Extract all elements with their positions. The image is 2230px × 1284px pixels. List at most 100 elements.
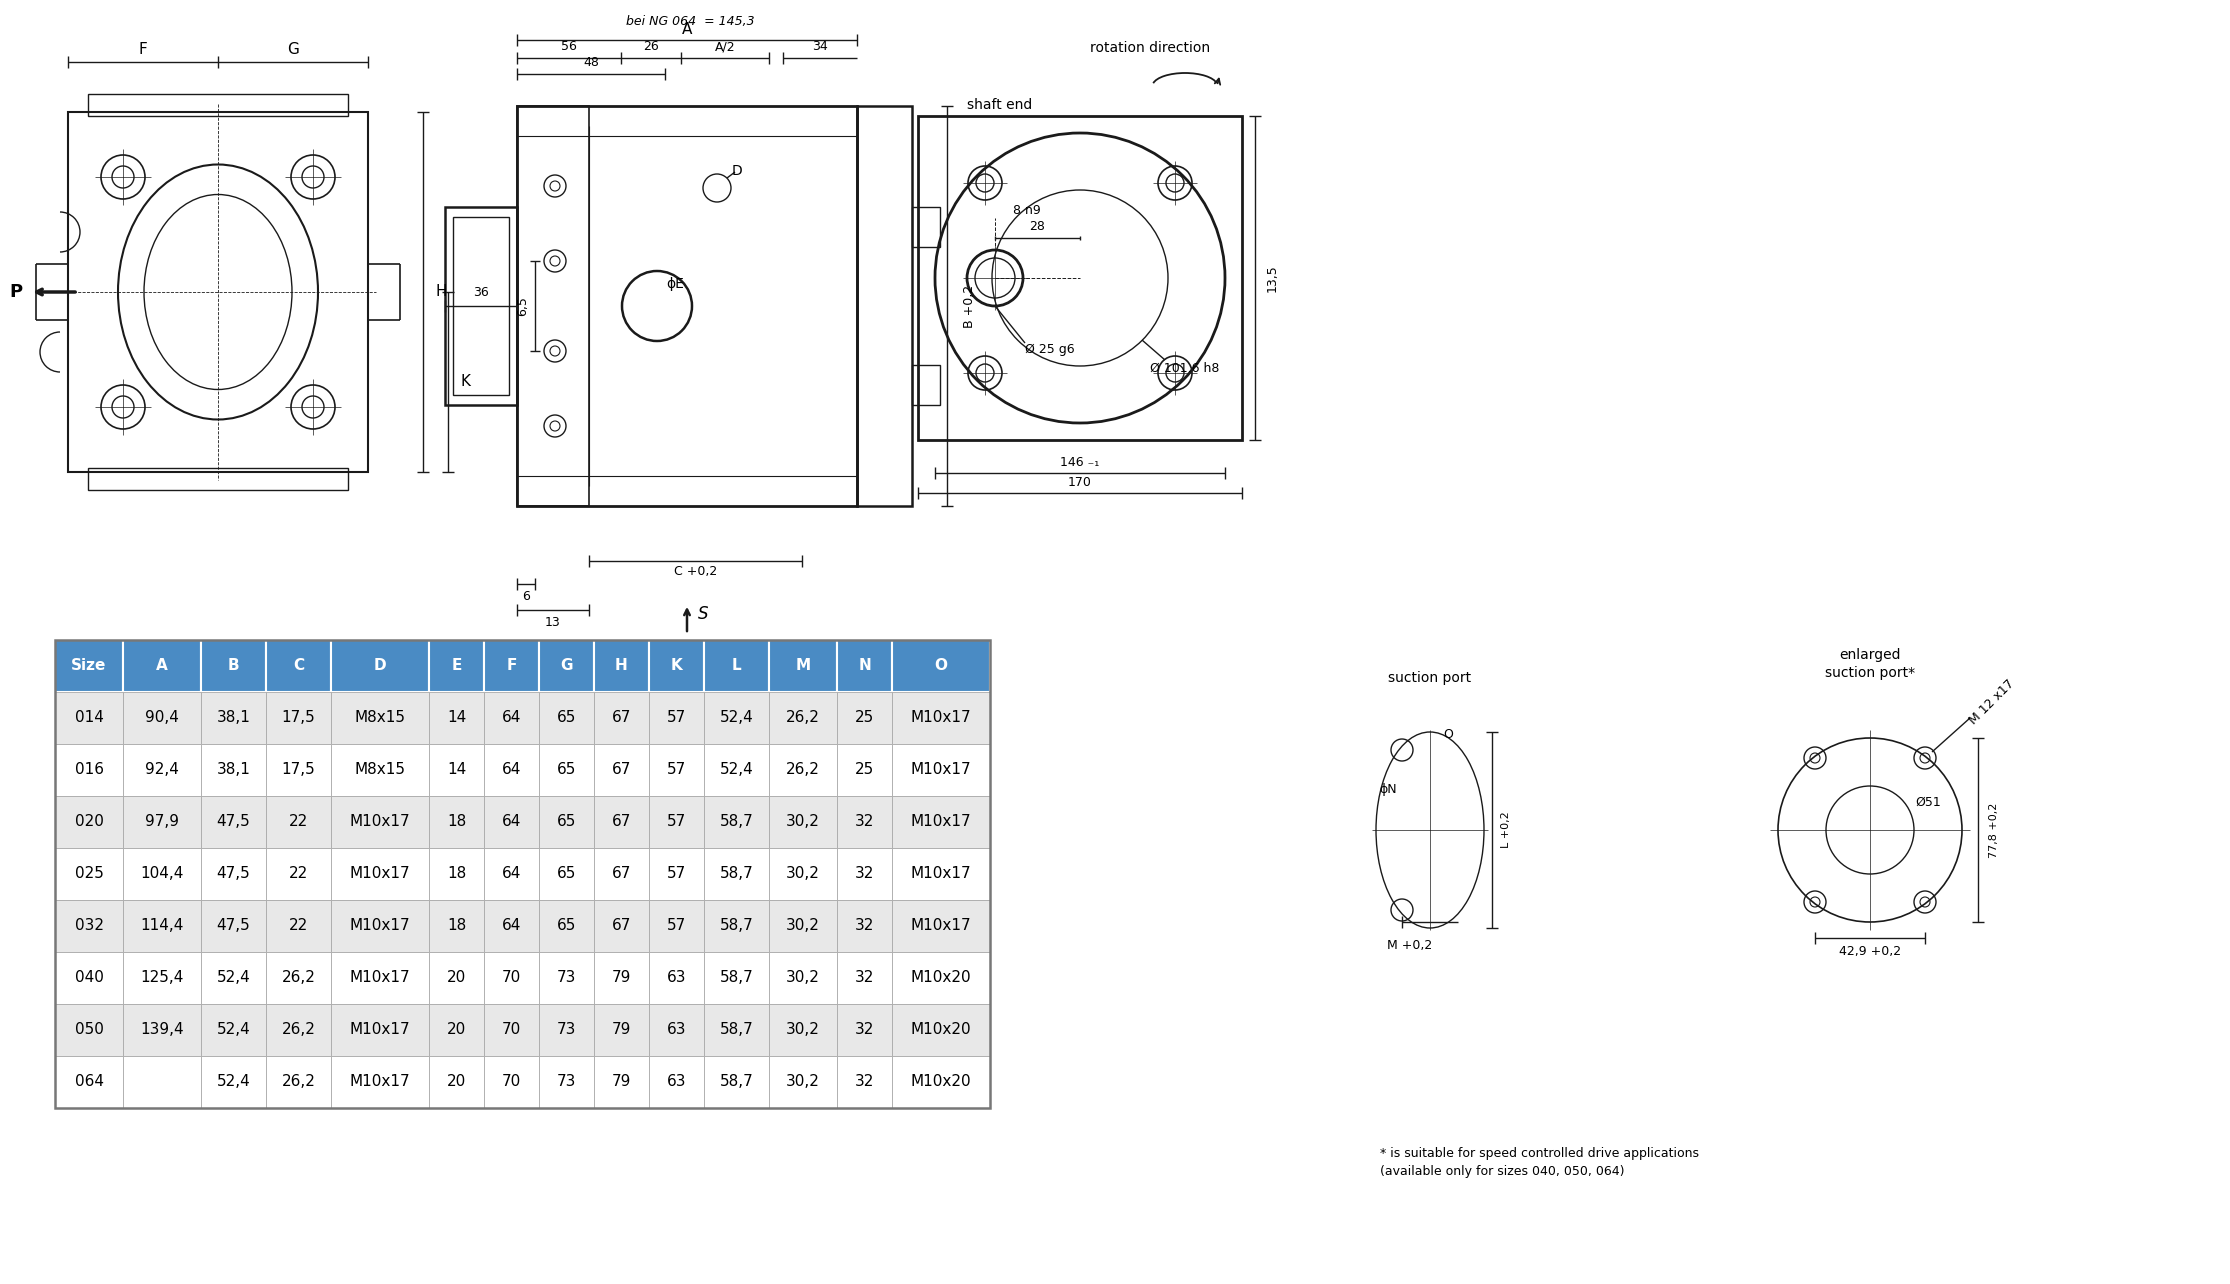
Bar <box>912 365 941 404</box>
Text: E: E <box>450 659 462 674</box>
Text: L +0,2: L +0,2 <box>1501 811 1512 849</box>
Bar <box>265 847 330 900</box>
Text: 64: 64 <box>502 867 522 882</box>
Text: 17,5: 17,5 <box>281 763 314 778</box>
Bar <box>769 639 836 692</box>
Text: Size: Size <box>71 659 107 674</box>
Bar <box>919 116 1242 440</box>
Bar <box>649 847 705 900</box>
Text: F: F <box>506 659 517 674</box>
Bar <box>265 743 330 796</box>
Bar <box>540 639 593 692</box>
Text: enlarged: enlarged <box>1840 648 1900 663</box>
Text: 57: 57 <box>667 867 687 882</box>
Text: 42,9 +0,2: 42,9 +0,2 <box>1840 945 1900 958</box>
Text: 57: 57 <box>667 814 687 829</box>
Bar <box>769 847 836 900</box>
Text: 18: 18 <box>446 814 466 829</box>
Bar <box>836 1004 892 1055</box>
Text: 032: 032 <box>74 918 103 933</box>
Text: M10x17: M10x17 <box>350 1075 410 1090</box>
Bar <box>428 900 484 951</box>
Text: 65: 65 <box>558 918 575 933</box>
Bar <box>593 639 649 692</box>
Text: 52,4: 52,4 <box>216 1075 250 1090</box>
Text: shaft end: shaft end <box>968 98 1032 112</box>
Bar <box>892 692 990 743</box>
Text: 58,7: 58,7 <box>720 814 754 829</box>
Text: 25: 25 <box>854 710 874 725</box>
Bar <box>769 743 836 796</box>
Text: 58,7: 58,7 <box>720 867 754 882</box>
Text: ϕN: ϕN <box>1378 783 1396 796</box>
Bar <box>428 639 484 692</box>
Bar <box>649 951 705 1004</box>
Text: 13,5: 13,5 <box>1264 265 1278 291</box>
Text: M10x17: M10x17 <box>910 918 972 933</box>
Text: 58,7: 58,7 <box>720 1022 754 1037</box>
Text: 17,5: 17,5 <box>281 710 314 725</box>
Bar <box>428 1055 484 1108</box>
Text: M10x17: M10x17 <box>910 710 972 725</box>
Text: 30,2: 30,2 <box>785 971 821 986</box>
Bar <box>123 1004 201 1055</box>
Text: 56: 56 <box>562 41 578 54</box>
Text: 73: 73 <box>558 971 575 986</box>
Text: 65: 65 <box>558 763 575 778</box>
Text: 92,4: 92,4 <box>145 763 178 778</box>
Bar <box>330 796 428 847</box>
Bar <box>428 1004 484 1055</box>
Text: 6,5: 6,5 <box>517 297 529 316</box>
Text: B: B <box>227 659 239 674</box>
Bar <box>593 796 649 847</box>
Bar <box>517 107 589 506</box>
Bar <box>201 1004 265 1055</box>
Text: * is suitable for speed controlled drive applications: * is suitable for speed controlled drive… <box>1380 1148 1699 1161</box>
Bar <box>593 847 649 900</box>
Text: 79: 79 <box>611 1075 631 1090</box>
Bar <box>836 639 892 692</box>
Text: 97,9: 97,9 <box>145 814 178 829</box>
Text: 58,7: 58,7 <box>720 918 754 933</box>
Text: 65: 65 <box>558 814 575 829</box>
Bar <box>705 1055 769 1108</box>
Text: 32: 32 <box>854 867 874 882</box>
Text: M10x20: M10x20 <box>910 971 972 986</box>
Bar <box>892 639 990 692</box>
Bar <box>265 639 330 692</box>
Bar <box>484 951 540 1004</box>
Bar <box>123 743 201 796</box>
Bar <box>540 1055 593 1108</box>
Text: O: O <box>1443 728 1454 741</box>
Text: 170: 170 <box>1068 476 1093 489</box>
Text: 70: 70 <box>502 1022 522 1037</box>
Bar <box>428 951 484 1004</box>
Text: 63: 63 <box>667 1022 687 1037</box>
Text: M8x15: M8x15 <box>355 763 406 778</box>
Text: 18: 18 <box>446 867 466 882</box>
Text: 57: 57 <box>667 710 687 725</box>
Bar <box>201 639 265 692</box>
Bar <box>56 743 123 796</box>
Text: 32: 32 <box>854 971 874 986</box>
Text: 26,2: 26,2 <box>785 710 821 725</box>
Text: 58,7: 58,7 <box>720 971 754 986</box>
Bar <box>593 692 649 743</box>
Text: M10x20: M10x20 <box>910 1022 972 1037</box>
Text: 14: 14 <box>446 710 466 725</box>
Bar <box>649 900 705 951</box>
Text: 57: 57 <box>667 918 687 933</box>
Text: 79: 79 <box>611 1022 631 1037</box>
Bar <box>540 847 593 900</box>
Text: 104,4: 104,4 <box>140 867 183 882</box>
Bar <box>649 1004 705 1055</box>
Text: bei NG 064  = 145,3: bei NG 064 = 145,3 <box>627 15 754 28</box>
Text: rotation direction: rotation direction <box>1090 41 1211 55</box>
Text: 139,4: 139,4 <box>140 1022 183 1037</box>
Text: S: S <box>698 605 709 623</box>
Bar <box>540 1004 593 1055</box>
Bar <box>484 1004 540 1055</box>
Text: 48: 48 <box>582 56 600 69</box>
Bar <box>484 1055 540 1108</box>
Text: 6: 6 <box>522 589 531 602</box>
